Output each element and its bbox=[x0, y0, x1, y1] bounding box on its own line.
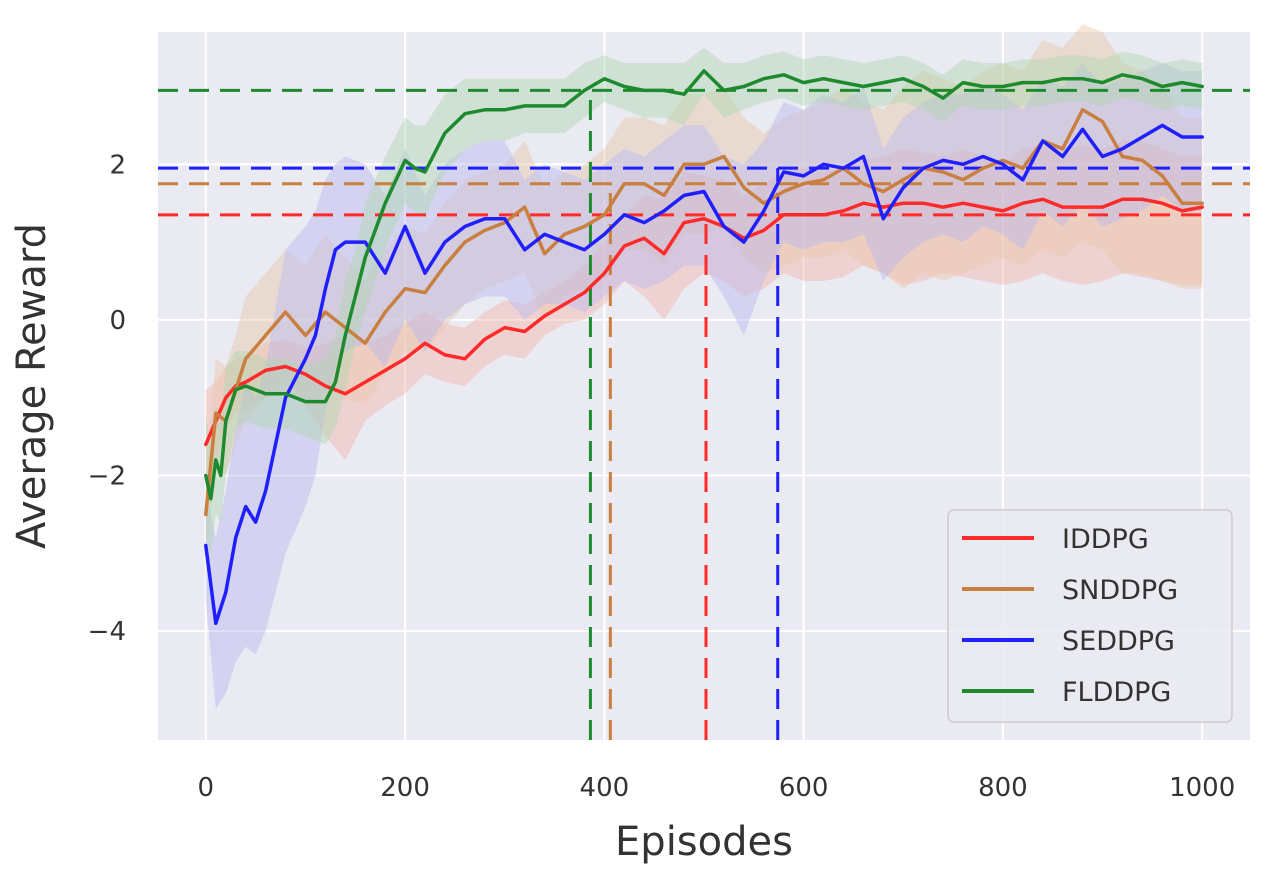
y-axis-label: Average Reward bbox=[9, 223, 55, 549]
seddpg-band bbox=[205, 63, 1203, 709]
iddpg-line bbox=[204, 197, 1204, 447]
snddpg-line bbox=[204, 108, 1204, 517]
flddpg-line bbox=[204, 69, 1204, 501]
x-tick-label: 0 bbox=[198, 773, 215, 803]
snddpg-band bbox=[205, 24, 1203, 554]
seddpg-legend-label: SEDDPG bbox=[1062, 626, 1175, 657]
y-tick-labels: −4 −2 0 2 bbox=[88, 150, 126, 647]
flddpg-legend-label: FLDDPG bbox=[1062, 677, 1171, 708]
snddpg-legend-label: SNDDPG bbox=[1062, 575, 1178, 606]
x-tick-label: 600 bbox=[779, 773, 829, 803]
x-tick-labels: 0 200 400 600 800 1000 bbox=[198, 773, 1236, 803]
threshold-lines bbox=[158, 88, 1250, 217]
x-tick-label: 1000 bbox=[1169, 773, 1235, 803]
seddpg-line bbox=[204, 123, 1204, 626]
convergence-lines bbox=[588, 90, 780, 740]
x-tick-label: 400 bbox=[580, 773, 630, 803]
confidence-bands bbox=[205, 24, 1203, 709]
legend: IDDPG SNDDPG SEDDPG FLDDPG bbox=[947, 509, 1233, 723]
flddpg-band bbox=[205, 47, 1203, 554]
x-tick-label: 800 bbox=[978, 773, 1028, 803]
y-tick-label: 2 bbox=[109, 150, 126, 180]
x-tick-label: 200 bbox=[380, 773, 430, 803]
series-lines bbox=[204, 69, 1204, 626]
legend-box bbox=[947, 509, 1233, 723]
y-tick-label: −4 bbox=[88, 617, 126, 647]
y-tick-label: 0 bbox=[109, 306, 126, 336]
iddpg-band bbox=[205, 140, 1203, 499]
iddpg-legend-label: IDDPG bbox=[1062, 524, 1149, 555]
y-tick-label: −2 bbox=[88, 461, 126, 491]
x-axis-label: Episodes bbox=[615, 819, 793, 865]
